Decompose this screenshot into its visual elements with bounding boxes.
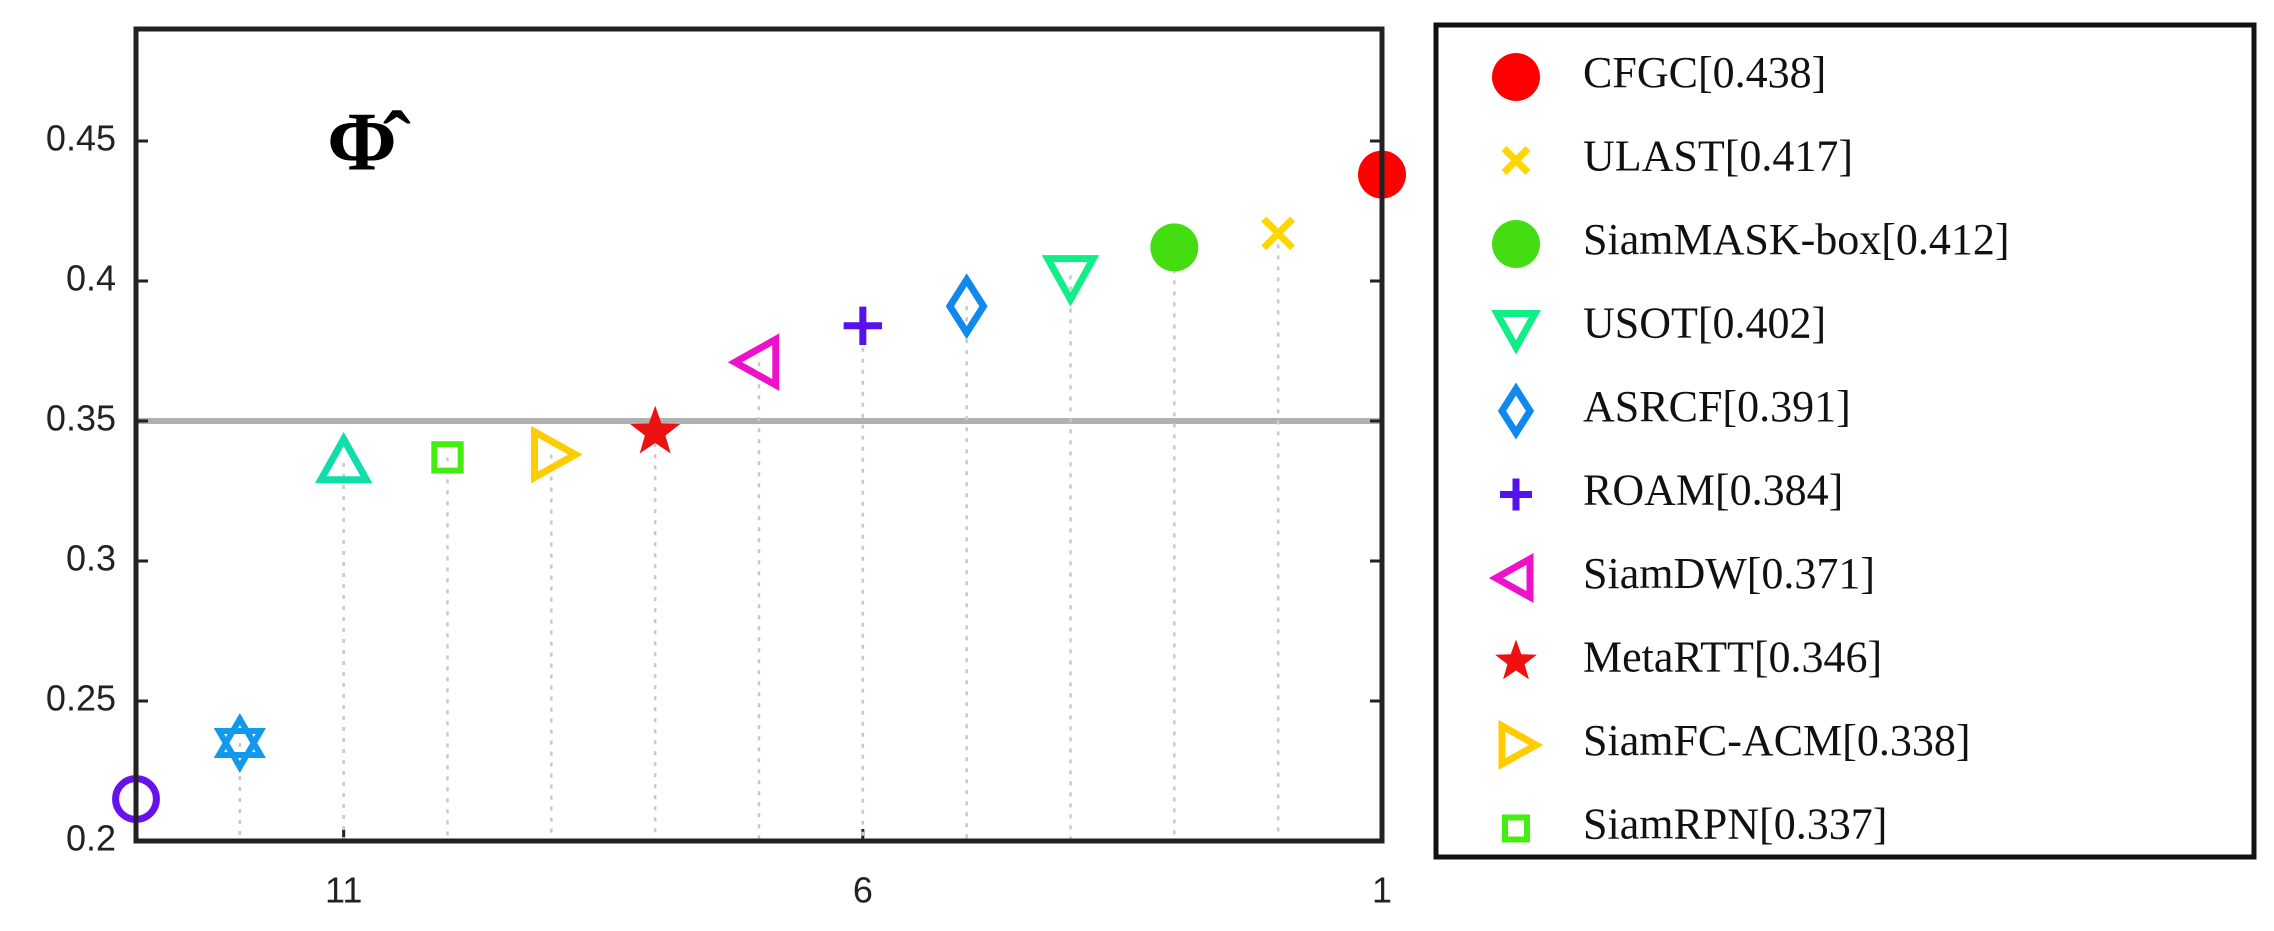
legend-marker — [1498, 720, 1544, 770]
marker — [727, 333, 780, 391]
y-tick-label: 0.2 — [66, 818, 116, 859]
annotation: Φ̂ — [327, 95, 411, 188]
y-tick-label: 0.4 — [66, 258, 116, 299]
x-tick-label: 6 — [853, 870, 873, 911]
y-tick-label: 0.35 — [46, 398, 116, 439]
legend-marker — [1497, 382, 1535, 440]
plot-frame — [133, 26, 1385, 844]
legend-frame — [1433, 22, 2257, 860]
y-tick-label: 0.25 — [46, 678, 116, 719]
y-tick-label: 0.45 — [46, 118, 116, 159]
legend-label: CFGC[0.438] — [1583, 48, 1826, 97]
legend-label: MetaRTT[0.346] — [1583, 633, 1882, 682]
legend-label: USOT[0.402] — [1583, 299, 1826, 348]
y-tick-label: 0.3 — [66, 538, 116, 579]
legend-label: SiamFC-ACM[0.338] — [1583, 716, 1970, 765]
legend-marker — [1488, 553, 1534, 603]
marker — [1150, 223, 1199, 272]
legend-marker — [1500, 478, 1532, 511]
legend-label: ROAM[0.384] — [1583, 466, 1843, 515]
legend-marker — [1502, 814, 1530, 843]
x-tick-label: 11 — [325, 870, 362, 911]
legend-label: SiamRPN[0.337] — [1583, 800, 1887, 849]
marker — [213, 713, 266, 773]
legend-marker — [1492, 53, 1540, 101]
marker — [843, 306, 883, 345]
marker — [314, 431, 373, 484]
legend-marker — [1501, 146, 1531, 175]
marker — [1041, 255, 1100, 307]
legend-marker — [1495, 639, 1537, 680]
marker — [431, 441, 464, 474]
marker — [531, 425, 583, 484]
legend-label: SiamMASK-box[0.412] — [1583, 215, 2010, 264]
legend-label: ASRCF[0.391] — [1583, 382, 1851, 431]
marker — [630, 405, 681, 454]
marker — [945, 273, 988, 340]
marker — [1261, 216, 1296, 251]
x-tick-label: 1 — [1372, 870, 1392, 911]
legend-marker — [1491, 310, 1541, 355]
legend-marker — [1492, 220, 1540, 268]
legend-label: SiamDW[0.371] — [1583, 549, 1875, 598]
legend-label: ULAST[0.417] — [1583, 132, 1853, 181]
